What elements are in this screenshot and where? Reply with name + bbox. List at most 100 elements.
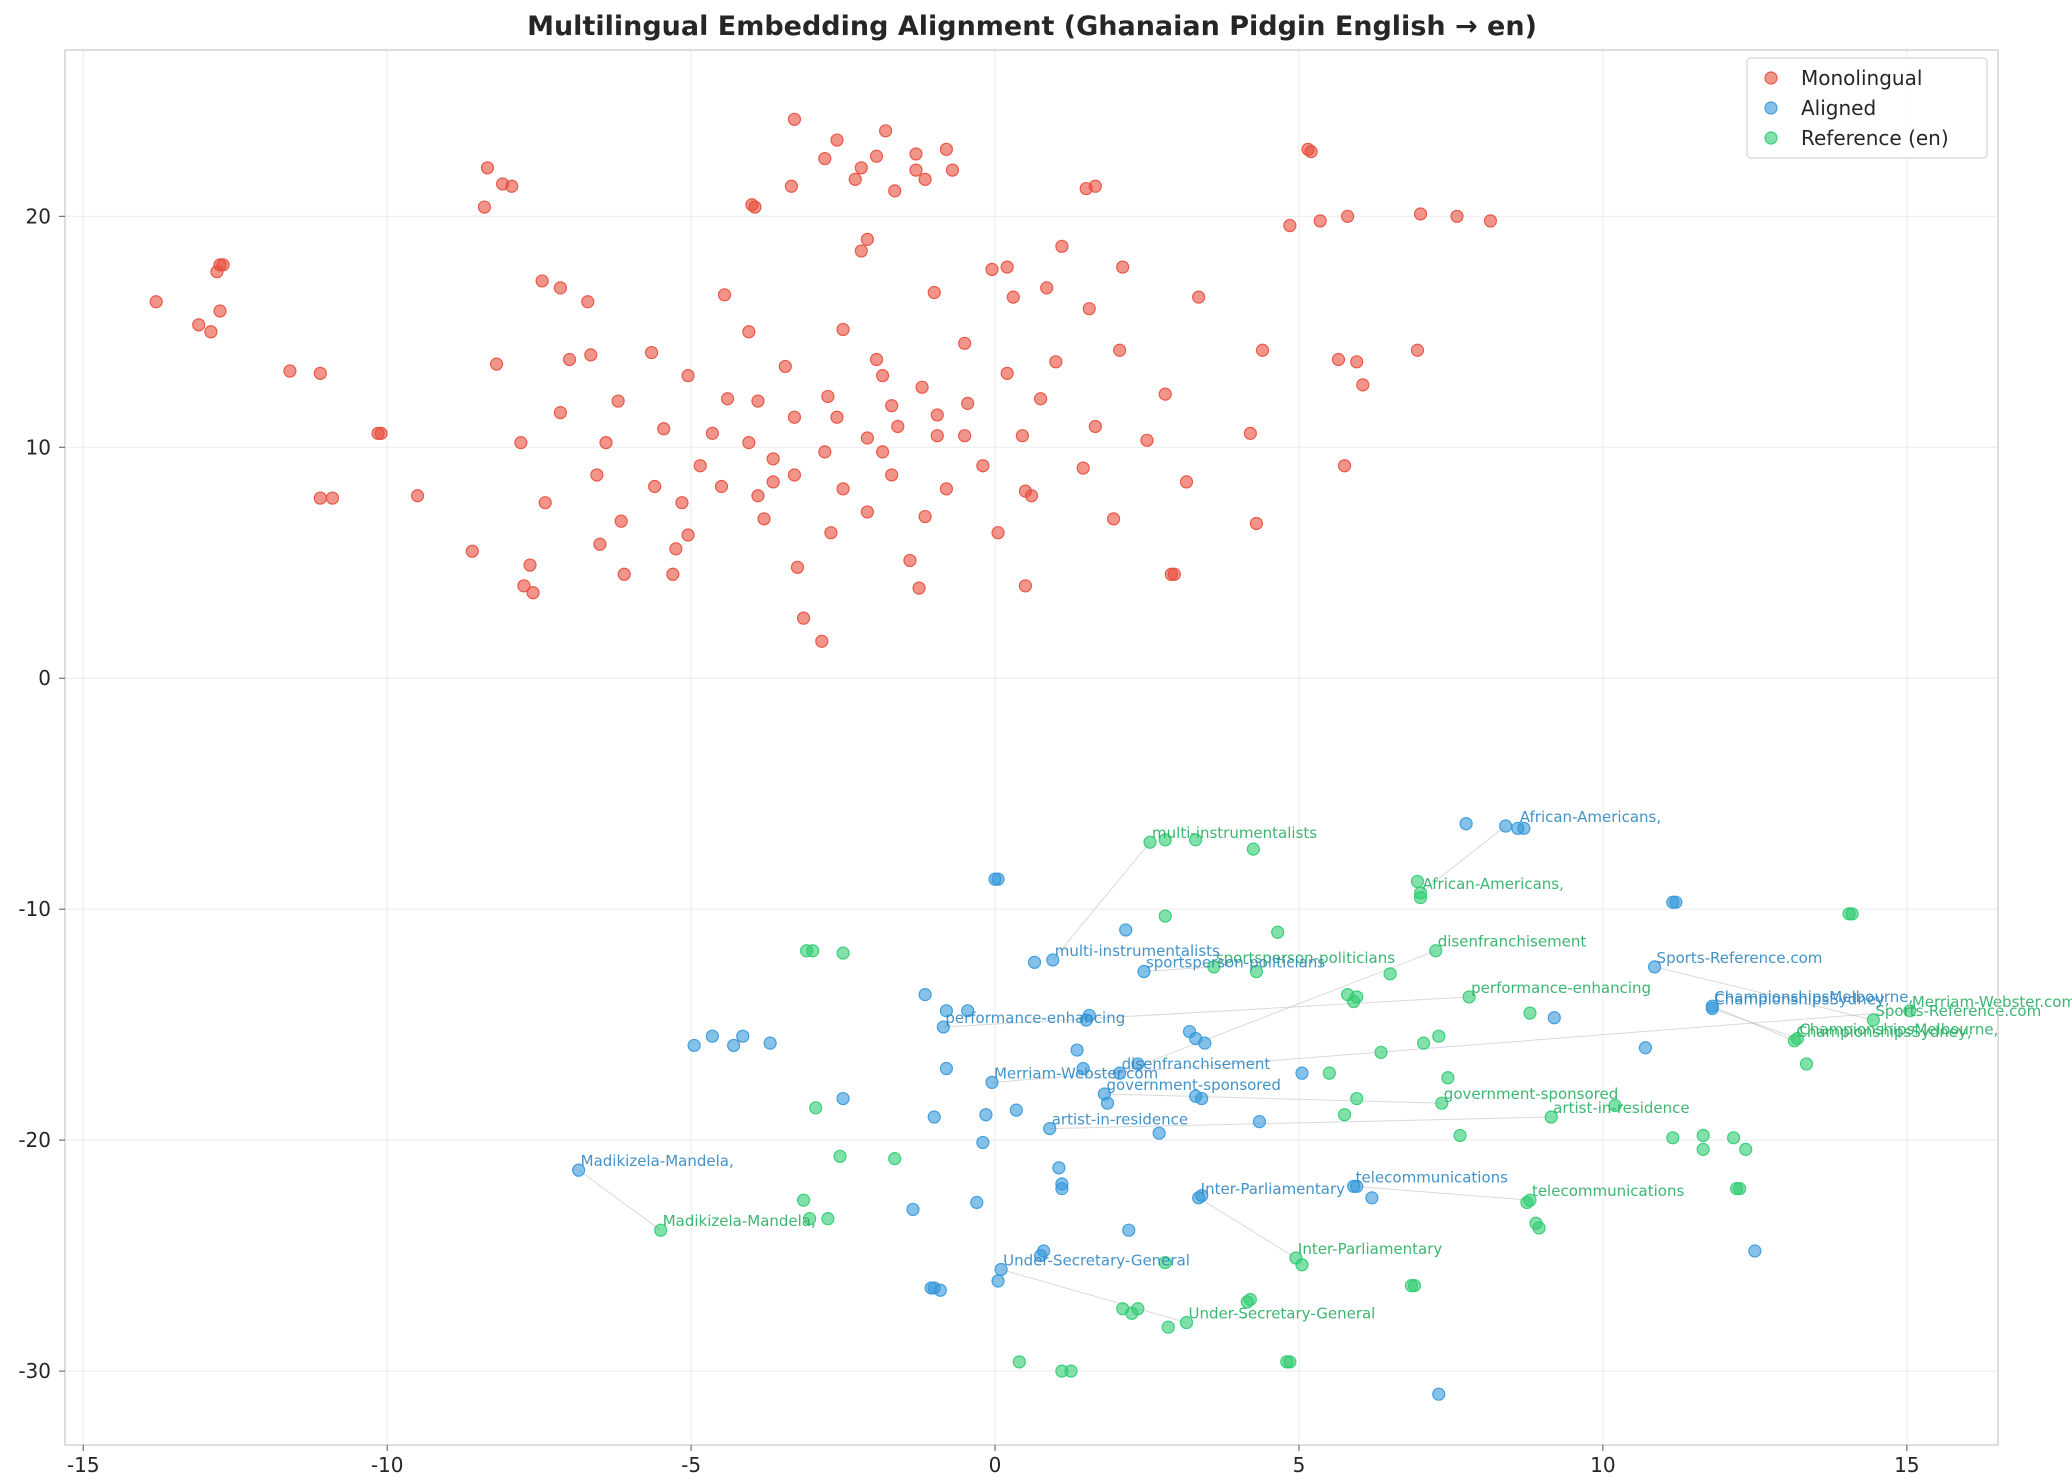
aligned-point: [1122, 1223, 1136, 1237]
monolingual-point: [213, 304, 227, 318]
annotation-label: artist-in-residence: [1553, 1099, 1689, 1117]
monolingual-point: [939, 142, 953, 156]
aligned-point: [906, 1202, 920, 1217]
reference-en-point: [1207, 960, 1221, 974]
monolingual-point: [888, 184, 902, 198]
reference-en-point: [1350, 990, 1364, 1004]
x-tick-label: -10: [371, 1453, 404, 1477]
monolingual-point: [669, 542, 683, 556]
series-aligned: [572, 817, 1762, 1401]
aligned-point: [970, 1195, 984, 1210]
reference-en-point: [1739, 1142, 1753, 1156]
aligned-point: [1748, 1244, 1762, 1258]
reference-en-point: [1161, 1320, 1175, 1334]
monolingual-point: [1140, 433, 1154, 447]
monolingual-point: [526, 586, 540, 600]
annotation-label: government-sponsored: [1444, 1085, 1618, 1103]
reference-en-point: [1350, 1091, 1364, 1106]
reference-en-point: [1131, 1302, 1145, 1316]
monolingual-point: [517, 579, 531, 593]
x-tick-label: 0: [989, 1453, 1002, 1477]
reference-en-point: [1429, 944, 1443, 958]
annotation-label: Under-Secretary-General: [1189, 1305, 1376, 1323]
reference-en-point: [1158, 909, 1172, 923]
reference-en-point: [1726, 1131, 1741, 1145]
monolingual-point: [875, 369, 890, 383]
reference-en-point: [1866, 1013, 1880, 1027]
alignment-connection-line: [578, 1169, 661, 1231]
annotation-label: sportsperson-politicians: [1146, 954, 1325, 972]
alignment-connection-line: [1049, 1116, 1552, 1130]
x-tick-label: 15: [1894, 1453, 1919, 1477]
monolingual-point: [325, 491, 340, 505]
aligned-point: [736, 1029, 750, 1043]
annotation-label: Sports-Reference.com: [1875, 1002, 2041, 1020]
aligned-point: [1100, 1096, 1115, 1110]
reference-en-point: [803, 1212, 817, 1226]
aligned-point: [927, 1110, 941, 1124]
alignment-connection-lines: [578, 825, 1910, 1324]
alignment-connection-line: [991, 1010, 1910, 1083]
monolingual-point: [465, 544, 479, 558]
reference-en-point: [806, 944, 820, 958]
monolingual-point: [599, 436, 613, 450]
monolingual-point: [477, 200, 492, 214]
monolingual-point: [1082, 302, 1096, 316]
reference-en-point: [1158, 1255, 1172, 1270]
monolingual-point: [860, 431, 874, 445]
aligned-point: [1137, 964, 1151, 979]
reference-en-point: [1845, 907, 1859, 921]
monolingual-point: [523, 558, 537, 572]
monolingual-point: [1000, 260, 1014, 274]
word-annotations: Madikizela-Mandela, Madikizela-Mandela, mu…: [581, 808, 2072, 1323]
monolingual-point: [751, 489, 765, 503]
aligned-point: [1198, 1036, 1212, 1050]
reference-en-point: [1532, 1221, 1546, 1235]
monolingual-point: [1024, 489, 1039, 503]
aligned-point: [1037, 1244, 1051, 1258]
monolingual-point: [869, 352, 884, 367]
legend-label-monolingual: Monolingual: [1801, 66, 1922, 90]
reference-en-point: [1012, 1355, 1026, 1369]
reference-en-point: [1666, 1131, 1680, 1145]
monolingual-point: [1450, 209, 1464, 223]
reference-en-point: [1337, 1108, 1352, 1122]
monolingual-point: [489, 357, 504, 371]
aligned-point: [1152, 1126, 1166, 1140]
alignment-connection-line: [1000, 1268, 1187, 1324]
aligned-point: [939, 1061, 953, 1076]
reference-en-point: [1733, 1182, 1747, 1196]
monolingual-point: [283, 364, 297, 378]
reference-en-point: [1608, 1098, 1622, 1113]
monolingual-point: [945, 163, 960, 177]
aligned-point: [939, 1004, 953, 1018]
monolingual-point: [830, 410, 844, 424]
monolingual-point: [611, 394, 625, 408]
series-reference-en: [654, 833, 1917, 1378]
aligned-point: [1517, 821, 1531, 835]
monolingual-point: [909, 163, 923, 177]
monolingual-point: [1249, 516, 1264, 531]
aligned-point: [1195, 1188, 1209, 1203]
monolingual-point: [1413, 207, 1428, 221]
aligned-point: [1043, 1121, 1057, 1136]
reference-en-point: [1416, 1036, 1431, 1050]
monolingual-point: [657, 422, 671, 436]
plot-area-frame: [64, 49, 1999, 1446]
reference-en-point: [1322, 1066, 1336, 1080]
monolingual-point: [930, 429, 944, 443]
annotation-label: telecommunications: [1356, 1168, 1509, 1186]
reference-en-point: [1523, 1193, 1537, 1207]
monolingual-point: [614, 514, 628, 528]
monolingual-point: [216, 258, 230, 272]
annotation-label: sportsperson-politicians: [1216, 949, 1395, 967]
legend-label-reference-en: Reference (en): [1801, 126, 1949, 150]
monolingual-point: [374, 426, 388, 440]
annotation-label: government-sponsored: [1106, 1076, 1280, 1094]
annotation-label: ChampionshipsSydney,: [1714, 990, 1889, 1008]
reference-en-point: [1064, 1364, 1078, 1378]
reference-en-point: [833, 1149, 847, 1163]
aligned-point: [1499, 819, 1513, 833]
monolingual-point: [885, 399, 899, 413]
monolingual-point: [821, 389, 835, 404]
